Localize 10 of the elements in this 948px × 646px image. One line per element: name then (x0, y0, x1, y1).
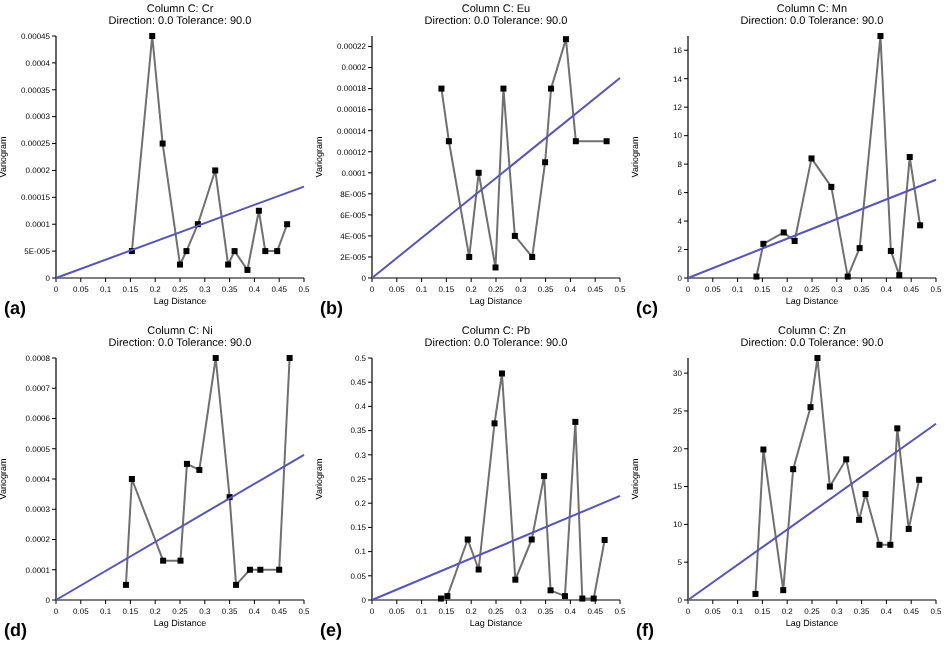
text: (a) (4, 298, 26, 318)
line-series (753, 33, 924, 280)
text: (d) (4, 620, 27, 640)
text: (c) (636, 298, 658, 318)
line-series (128, 33, 291, 273)
text: (b) (320, 298, 343, 318)
line-series (752, 355, 923, 597)
text: (f) (636, 620, 654, 640)
line-series (122, 355, 293, 588)
text: (e) (320, 620, 342, 640)
